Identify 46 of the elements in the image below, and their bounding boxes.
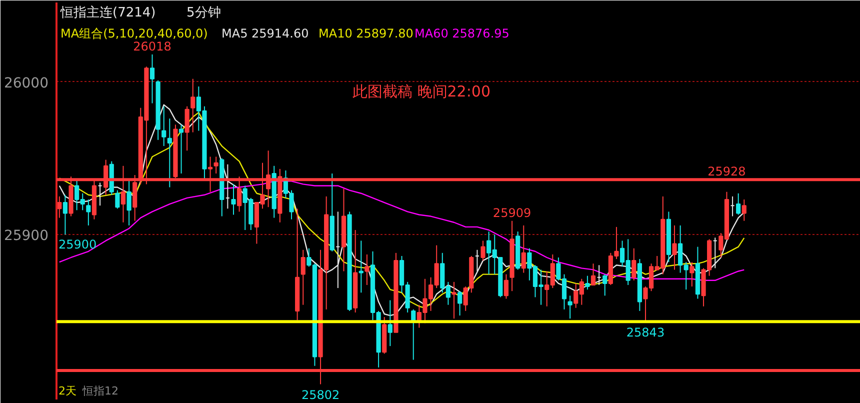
y-tick-label: 26000 [4,75,49,92]
candlestick [690,262,694,288]
candlestick [300,249,306,306]
text: MA60 25876.95 [414,26,510,40]
candlestick [126,179,132,226]
candlestick [86,198,91,226]
candlestick [358,240,364,294]
candlestick [504,274,509,300]
annotation: 26018 [133,39,172,54]
candlestick [672,224,677,270]
candlestick [590,263,596,286]
candlestick [452,281,456,320]
candlestick [150,54,155,104]
chart-subtitle: 5分钟 [186,6,221,20]
candlestick [521,224,526,274]
candlestick [178,124,184,174]
candlestick [162,106,166,147]
candlestick [585,275,590,290]
candlestick [388,300,392,347]
candlestick [184,106,190,152]
text: MA5 25914.60 [222,26,309,40]
annotation: 25928 [708,164,746,179]
annotation: 25900 [58,238,97,252]
annotation: MA组合(5,10,20,40,60,0) [60,26,208,40]
candlestick [736,192,741,216]
candlestick [214,156,218,174]
candlestick [167,118,172,188]
annotation: 此图截稿 晚间22:00 [352,82,490,100]
text: MA10 25897.80 [318,26,414,40]
candlestick [231,184,236,216]
annotation: 25843 [626,326,665,340]
candlestick [62,194,68,236]
candlestick [458,290,462,316]
candlestick [364,254,370,286]
candlestick [742,198,746,222]
candlestick [568,295,572,320]
candlestick [602,274,608,296]
candlestick [190,78,196,133]
annotation: 25909 [492,206,532,220]
candlestick [632,248,636,281]
chart-title: 恒指主连(7214) [60,4,156,20]
annotation: 25802 [301,388,340,402]
annotation: 恒指12 [82,384,118,398]
annotation: 2天 [58,384,76,398]
candlestick [115,190,120,210]
candlestick [480,240,486,262]
